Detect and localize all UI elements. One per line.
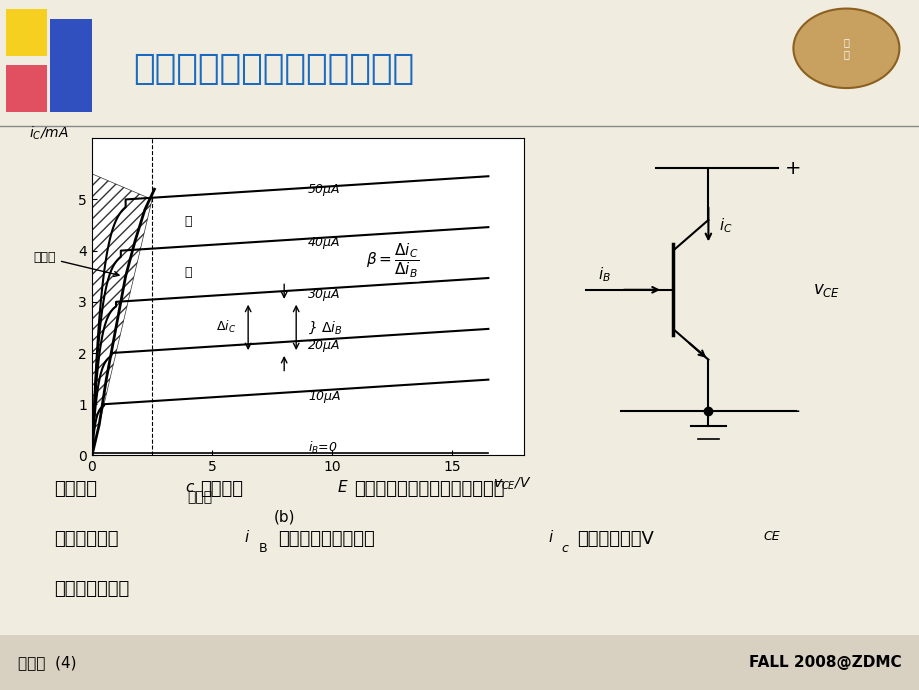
Text: i: i [244, 530, 248, 545]
FancyBboxPatch shape [6, 65, 48, 112]
Text: 之间的关系曲线: 之间的关系曲线 [53, 580, 129, 598]
Text: i: i [549, 530, 552, 545]
Text: E: E [337, 480, 346, 495]
Text: FALL 2008@ZDMC: FALL 2008@ZDMC [748, 655, 901, 670]
Text: c: c [561, 542, 568, 555]
Text: +: + [785, 159, 801, 178]
Text: 大: 大 [184, 266, 192, 279]
Text: $i_B$: $i_B$ [597, 265, 610, 284]
Text: 以测出在不同: 以测出在不同 [53, 530, 119, 548]
Text: $i_C$/mA: $i_C$/mA [28, 124, 69, 141]
Text: 截止区: 截止区 [187, 491, 212, 504]
Text: 放: 放 [184, 215, 192, 228]
Text: 值下表示集电极电流: 值下表示集电极电流 [278, 530, 374, 548]
Text: $v_{CE}$: $v_{CE}$ [812, 281, 840, 299]
Text: c: c [185, 480, 193, 495]
Text: 50μA: 50μA [308, 183, 340, 196]
Text: (b): (b) [273, 510, 295, 525]
Text: 和发射极: 和发射极 [200, 480, 243, 498]
Text: 和集电极电压V: 和集电极电压V [576, 530, 653, 548]
Text: 浙
大: 浙 大 [843, 37, 848, 59]
Text: 饱和区: 饱和区 [33, 251, 119, 277]
Text: 门电路  (4): 门电路 (4) [18, 655, 77, 670]
Text: $v_{CE}$/V: $v_{CE}$/V [493, 475, 531, 492]
Text: −: − [785, 402, 800, 421]
Text: CE: CE [762, 530, 778, 543]
Text: $i_B$=0: $i_B$=0 [308, 440, 337, 456]
Text: 以集电极: 以集电极 [53, 480, 96, 498]
Text: 双极型三极管的输出特性曲线: 双极型三极管的输出特性曲线 [132, 52, 414, 86]
FancyBboxPatch shape [0, 635, 919, 690]
Circle shape [792, 8, 899, 88]
Text: 20μA: 20μA [308, 339, 340, 352]
Polygon shape [92, 174, 152, 455]
Text: B: B [258, 542, 267, 555]
FancyBboxPatch shape [6, 9, 48, 56]
Text: $\Delta i_C$: $\Delta i_C$ [216, 319, 236, 335]
Text: $\beta=\dfrac{\Delta i_C}{\Delta i_B}$: $\beta=\dfrac{\Delta i_C}{\Delta i_B}$ [366, 241, 418, 280]
Text: $i_C$: $i_C$ [718, 217, 732, 235]
Text: 之间的回路作为输出回路，则可: 之间的回路作为输出回路，则可 [354, 480, 505, 498]
Text: } $\Delta i_B$: } $\Delta i_B$ [308, 319, 343, 336]
Text: 10μA: 10μA [308, 390, 340, 403]
Text: 30μA: 30μA [308, 288, 340, 301]
Text: 40μA: 40μA [308, 237, 340, 250]
FancyBboxPatch shape [50, 19, 92, 112]
